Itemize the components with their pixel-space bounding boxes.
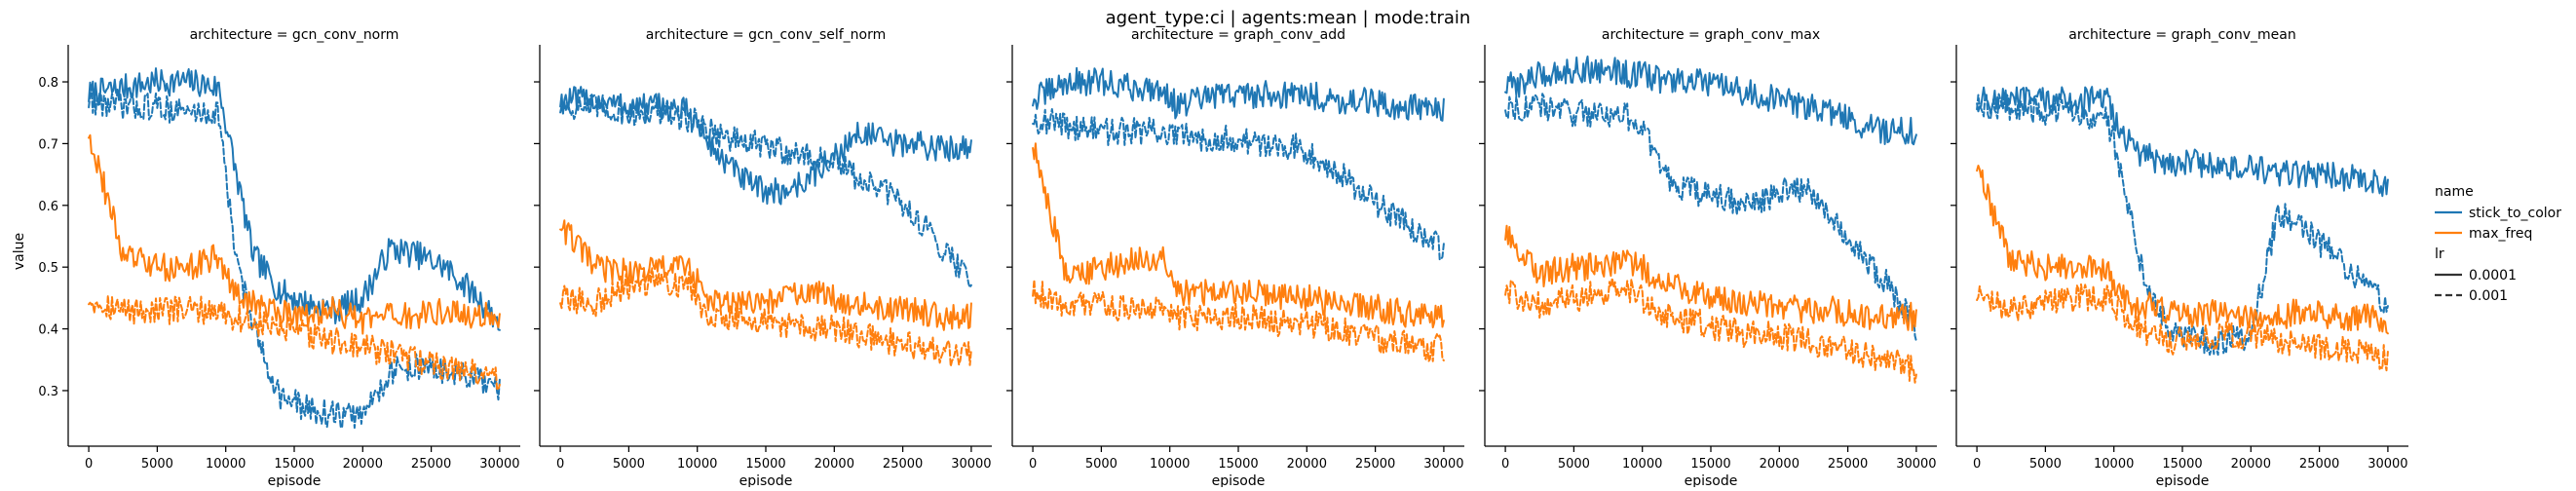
series-line-max-freq-lr-0-001 [559,267,972,368]
x-tick-label: 20000 [1287,457,1327,472]
series-line-stick-to-color-lr-0-001 [1032,108,1445,261]
x-tick-label: 15000 [1218,457,1258,472]
x-tick-label: 10000 [1150,457,1190,472]
x-tick-label: 20000 [343,457,383,472]
x-axis-label: episode [2156,473,2210,487]
legend-label-lr-0.001: 0.001 [2469,288,2508,304]
x-tick-label: 30000 [1896,457,1936,472]
y-tick-label: 0.4 [38,323,58,338]
figure-title: agent_type:ci | agents:mean | mode:train [1106,8,1471,28]
y-axis-label: value [12,233,27,270]
panel-title: architecture = graph_conv_add [1131,27,1345,43]
x-tick-label: 15000 [274,457,314,472]
legend-title-name: name [2435,184,2474,200]
series-line-stick-to-color-lr-0-001 [1976,93,2389,357]
x-axis-label: episode [739,473,793,487]
series-line-stick-to-color-lr-0-0001 [1976,86,2389,198]
panel-architecture-graph-conv-mean: architecture = graph_conv_mean 0 5000 10000… [1951,27,2408,489]
x-tick-label: 0 [1029,457,1037,472]
panel-architecture-graph-conv-add: architecture = graph_conv_add 0 5000 10000 1… [1006,27,1464,489]
legend-label-stick-to-color: stick_to_color [2469,206,2561,221]
y-tick-label: 0.6 [38,200,58,214]
series-line-stick-to-color-lr-0-0001 [88,67,501,331]
x-tick-label: 5000 [1558,457,1590,472]
x-tick-label: 30000 [1423,457,1463,472]
x-tick-label: 0 [85,457,93,472]
x-tick-label: 20000 [1760,457,1799,472]
x-axis-label: episode [1212,473,1266,487]
panel-title: architecture = gcn_conv_self_norm [646,27,887,43]
x-tick-label: 5000 [2029,457,2062,472]
series-line-stick-to-color-lr-0-0001 [1032,66,1445,122]
x-tick-label: 15000 [2162,457,2202,472]
x-tick-label: 15000 [745,457,785,472]
x-tick-label: 10000 [1622,457,1662,472]
series-line-stick-to-color-lr-0-0001 [559,86,972,206]
panel-architecture-gcn-conv-self-norm: architecture = gcn_conv_self_norm 0 5000 10… [534,27,992,489]
x-tick-label: 0 [556,457,564,472]
legend: name stick_to_color max_freq lr 0.0001 0… [2435,184,2561,304]
series-line-max-freq-lr-0-0001 [559,219,972,331]
x-tick-label: 10000 [677,457,717,472]
legend-title-lr: lr [2435,246,2444,262]
x-tick-label: 30000 [2368,457,2407,472]
series-line-max-freq-lr-0-0001 [88,133,501,335]
y-tick-label: 0.5 [38,261,58,276]
x-tick-label: 5000 [141,457,173,472]
x-tick-label: 25000 [883,457,923,472]
x-tick-label: 10000 [206,457,246,472]
x-tick-label: 0 [1973,457,1981,472]
x-tick-label: 15000 [1690,457,1730,472]
x-tick-label: 5000 [1085,457,1118,472]
panel-title: architecture = graph_conv_mean [2068,27,2295,43]
series-line-stick-to-color-lr-0-001 [88,90,501,430]
series-line-max-freq-lr-0-001 [1032,279,1445,362]
x-tick-label: 25000 [1828,457,1868,472]
y-tick-label: 0.7 [38,137,58,152]
panel-title: architecture = gcn_conv_norm [190,27,399,43]
x-axis-label: episode [268,473,322,487]
x-axis-label: episode [1685,473,1738,487]
series-line-stick-to-color-lr-0-0001 [1504,56,1917,146]
y-tick-label: 0.3 [38,385,58,399]
panel-architecture-gcn-conv-norm: architecture = gcn_conv_norm 0.3 0.4 0.5 0.6… [38,27,520,489]
x-tick-label: 25000 [1355,457,1395,472]
x-tick-label: 30000 [951,457,991,472]
series-line-max-freq-lr-0-001 [88,294,501,392]
x-tick-label: 5000 [613,457,645,472]
x-tick-label: 20000 [814,457,854,472]
series-line-stick-to-color-lr-0-001 [559,94,972,288]
facet-panels: architecture = gcn_conv_norm 0.3 0.4 0.5 0.6… [38,27,2408,489]
panel-title: architecture = graph_conv_max [1602,27,1820,43]
legend-label-lr-0.0001: 0.0001 [2469,268,2517,283]
legend-label-max-freq: max_freq [2469,226,2532,242]
x-tick-label: 0 [1501,457,1509,472]
x-tick-label: 30000 [479,457,519,472]
y-tick-label: 0.8 [38,76,58,91]
panel-architecture-graph-conv-max: architecture = graph_conv_max 0 5000 10000 1… [1479,27,1937,489]
series-line-max-freq-lr-0-001 [1976,283,2389,372]
x-tick-label: 20000 [2231,457,2271,472]
series-line-max-freq-lr-0-0001 [1504,224,1917,332]
x-tick-label: 10000 [2094,457,2134,472]
series-line-stick-to-color-lr-0-001 [1504,93,1917,343]
series-line-max-freq-lr-0-0001 [1032,142,1445,329]
series-line-max-freq-lr-0-001 [1504,277,1917,384]
series-line-max-freq-lr-0-0001 [1976,165,2389,335]
x-tick-label: 25000 [2299,457,2339,472]
x-tick-label: 25000 [411,457,451,472]
